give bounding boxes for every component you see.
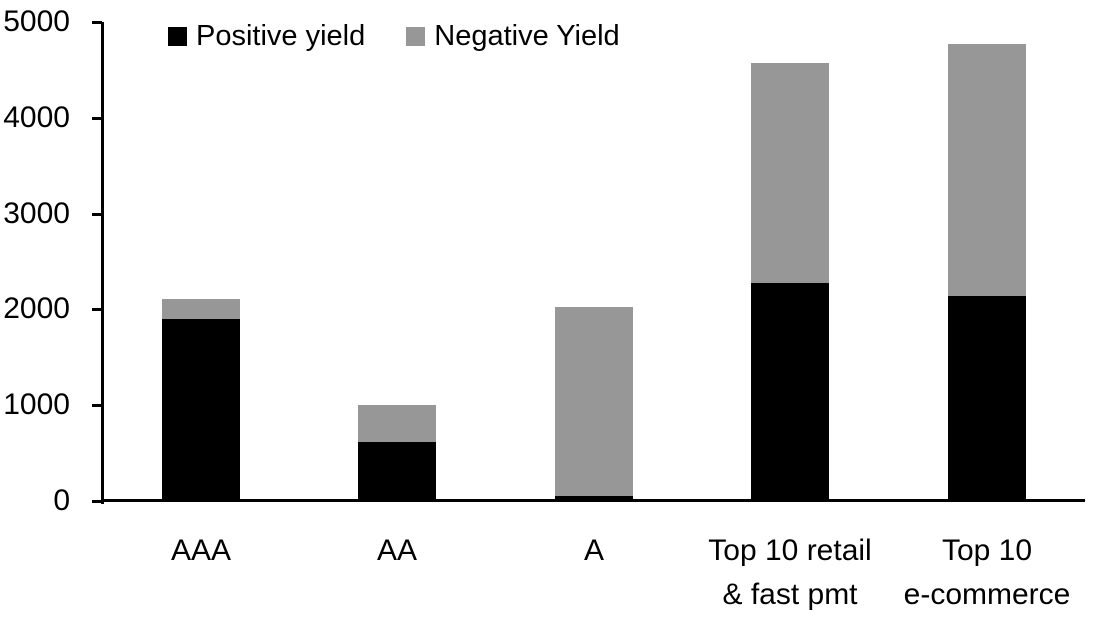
bar-segment-negative-yield [162, 298, 240, 319]
x-axis-category-label: A [583, 534, 604, 567]
bar-segment-positive-yield [358, 441, 436, 501]
legend-item-negative-yield: Negative Yield [406, 20, 620, 52]
bar-segment-negative-yield [555, 306, 633, 497]
y-axis-tick-label: 3000 [3, 197, 70, 230]
y-axis-line [101, 22, 104, 504]
y-axis-tick-label: 4000 [3, 101, 70, 134]
x-axis-category-label: Top 10 e-commerce [903, 534, 1071, 611]
y-axis-tick [92, 213, 102, 216]
bar-segment-negative-yield [948, 44, 1026, 296]
chart-legend: Positive yield Negative Yield [168, 22, 620, 51]
y-axis-tick-label: 0 [53, 484, 70, 517]
y-axis-tick [92, 308, 102, 311]
x-axis-category-label: Top 10 retail & fast pmt [708, 534, 872, 611]
legend-label: Positive yield [196, 20, 366, 52]
bar-segment-negative-yield [751, 63, 829, 283]
legend-item-positive-yield: Positive yield [168, 22, 365, 51]
bar-segment-positive-yield [948, 295, 1026, 501]
legend-label: Negative Yield [434, 20, 620, 52]
bar-segment-positive-yield [555, 496, 633, 501]
legend-swatch-icon [168, 27, 187, 46]
y-axis-tick [92, 404, 102, 407]
y-axis-tick-label: 1000 [3, 388, 70, 421]
bar-segment-positive-yield [162, 318, 240, 501]
y-axis-tick-label: 2000 [3, 292, 70, 325]
y-axis-tick [92, 117, 102, 120]
bar-segment-negative-yield [358, 405, 436, 442]
y-axis-tick-label: 5000 [3, 5, 70, 38]
x-axis-category-label: AA [376, 534, 418, 567]
y-axis-tick [92, 21, 102, 24]
legend-swatch-icon [406, 27, 426, 46]
x-axis-line [101, 499, 1085, 502]
y-axis-tick [92, 500, 102, 503]
bar-segment-positive-yield [751, 282, 829, 501]
x-axis-category-label: AAA [170, 534, 232, 567]
